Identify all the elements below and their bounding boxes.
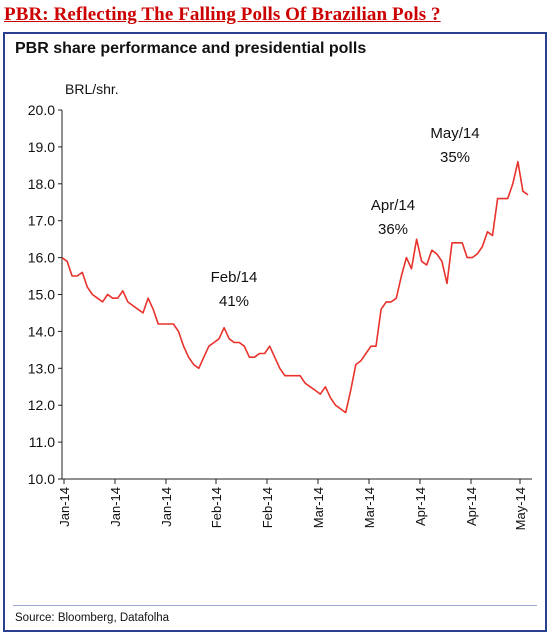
y-tick-label: 17.0 bbox=[28, 213, 55, 229]
x-tick-label: Feb-14 bbox=[260, 487, 275, 528]
x-tick-label: Apr-14 bbox=[413, 487, 428, 526]
x-tick-label: Feb-14 bbox=[209, 487, 224, 528]
annotation-month: May/14 bbox=[430, 125, 479, 142]
x-tick-label: Jan-14 bbox=[108, 487, 123, 527]
x-tick-label: Jan-14 bbox=[159, 487, 174, 527]
y-tick-label: 12.0 bbox=[28, 397, 55, 413]
y-tick-label: 16.0 bbox=[28, 250, 55, 266]
annotation-poll: 36% bbox=[378, 221, 408, 238]
annotation-month: Feb/14 bbox=[211, 269, 258, 286]
y-tick-label: 14.0 bbox=[28, 323, 55, 339]
series-line bbox=[61, 160, 529, 414]
annotation-poll: 41% bbox=[219, 293, 249, 310]
x-tick-label: Apr-14 bbox=[464, 487, 479, 526]
y-tick-label: 20.0 bbox=[28, 102, 55, 118]
y-tick-label: 11.0 bbox=[29, 434, 55, 450]
source-note: Source: Bloomberg, Datafolha bbox=[15, 612, 170, 624]
annotation-month: Apr/14 bbox=[371, 197, 415, 214]
chart-frame: PBR share performance and presidential p… bbox=[3, 32, 547, 632]
x-tick-label: Mar-14 bbox=[311, 487, 326, 528]
y-tick-label: 18.0 bbox=[28, 176, 55, 192]
y-tick-label: 10.0 bbox=[28, 471, 55, 487]
headline: PBR: Reflecting The Falling Polls Of Bra… bbox=[4, 4, 441, 25]
source-divider bbox=[13, 605, 537, 606]
x-tick-label: Mar-14 bbox=[362, 487, 377, 528]
x-tick-label: May-14 bbox=[513, 487, 528, 530]
y-tick-label: 15.0 bbox=[28, 287, 55, 303]
x-tick-label: Jan-14 bbox=[57, 487, 72, 527]
y-axis-label: BRL/shr. bbox=[65, 81, 119, 97]
annotation-poll: 35% bbox=[440, 149, 470, 166]
y-tick-label: 13.0 bbox=[28, 360, 55, 376]
chart-title: PBR share performance and presidential p… bbox=[15, 40, 367, 57]
y-tick-label: 19.0 bbox=[28, 139, 55, 155]
